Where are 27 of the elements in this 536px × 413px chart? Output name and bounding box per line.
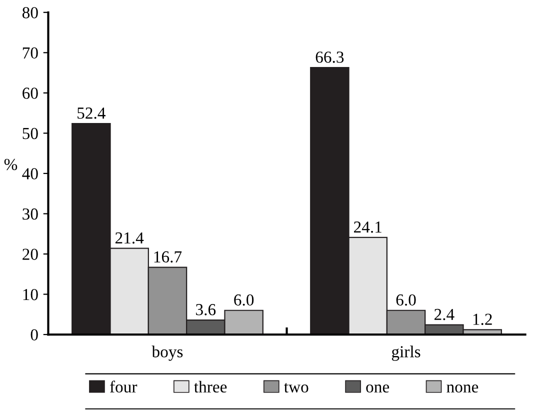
data-label: 52.4: [78, 108, 106, 119]
data-label: 6.0: [234, 294, 254, 306]
legend-label: three: [194, 380, 227, 393]
data-label: 16.7: [154, 251, 182, 263]
y-tick-label: 70: [22, 47, 38, 59]
legend-label: two: [284, 383, 308, 393]
data-label: 66.3: [316, 52, 344, 63]
y-tick-label: 50: [22, 128, 38, 140]
x-tick-label: boys: [152, 346, 183, 361]
data-label: 2.4: [434, 308, 454, 320]
y-tick-label: 0: [30, 329, 38, 340]
y-tick-label: 20: [22, 248, 38, 260]
data-label: 21.4: [115, 232, 144, 244]
legend-label: none: [446, 384, 478, 393]
data-label: 6.0: [396, 294, 416, 306]
data-label: 1.2: [473, 314, 492, 325]
y-tick-label: 30: [22, 208, 38, 220]
x-tick-label: girls: [392, 346, 420, 361]
y-tick-label: 10: [23, 288, 38, 300]
data-label: 24.1: [354, 222, 382, 233]
y-tick-label: 60: [22, 88, 38, 99]
legend-label: one: [366, 384, 390, 393]
y-axis-title: %: [4, 158, 18, 170]
y-tick-label: 40: [22, 168, 38, 180]
legend-label: four: [110, 380, 138, 393]
data-label: 3.6: [196, 304, 216, 316]
y-tick-label: 80: [22, 7, 38, 18]
